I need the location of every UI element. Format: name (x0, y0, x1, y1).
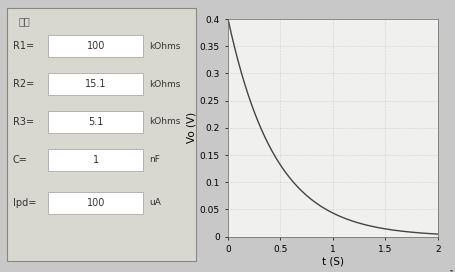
Text: R3=: R3= (12, 117, 34, 127)
Text: 15.1: 15.1 (85, 79, 106, 89)
X-axis label: t (S): t (S) (321, 257, 343, 267)
Text: 参数: 参数 (18, 16, 30, 26)
FancyBboxPatch shape (7, 8, 196, 261)
Text: x 10$^{-3}$: x 10$^{-3}$ (439, 267, 455, 272)
Y-axis label: Vo (V): Vo (V) (187, 112, 196, 143)
FancyBboxPatch shape (48, 111, 143, 133)
Text: Ipd=: Ipd= (12, 198, 36, 208)
Text: kOhms: kOhms (148, 79, 180, 89)
Text: C=: C= (12, 155, 27, 165)
FancyBboxPatch shape (48, 35, 143, 57)
FancyBboxPatch shape (48, 73, 143, 95)
Text: nF: nF (148, 155, 159, 165)
Text: 5.1: 5.1 (88, 117, 103, 127)
Text: uA: uA (148, 199, 160, 208)
Text: 100: 100 (86, 41, 105, 51)
Text: R2=: R2= (12, 79, 34, 89)
Text: kOhms: kOhms (148, 42, 180, 51)
FancyBboxPatch shape (48, 149, 143, 171)
Text: kOhms: kOhms (148, 118, 180, 126)
Text: R1=: R1= (12, 41, 34, 51)
FancyBboxPatch shape (48, 191, 143, 214)
Text: 1: 1 (92, 155, 99, 165)
Text: 100: 100 (86, 198, 105, 208)
